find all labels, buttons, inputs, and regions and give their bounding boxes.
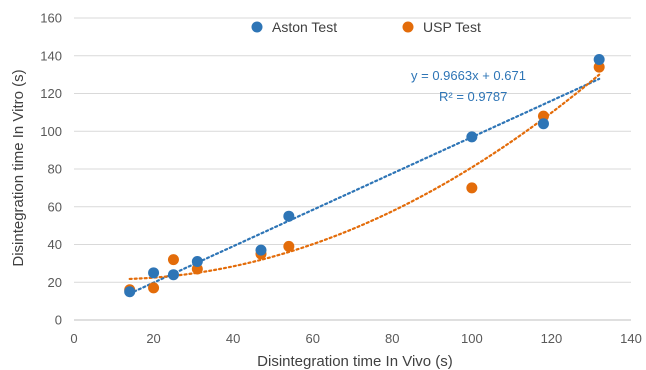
data-point-usp xyxy=(537,110,549,122)
legend: Aston Test USP Test xyxy=(251,19,481,35)
data-point-usp xyxy=(466,182,478,194)
x-tick-label: 60 xyxy=(305,331,319,346)
y-tick-label: 100 xyxy=(40,124,62,139)
legend-label-usp: USP Test xyxy=(423,19,481,35)
trendlines xyxy=(128,73,601,295)
gridlines xyxy=(74,17,631,283)
legend-marker-aston xyxy=(251,21,263,33)
data-point-usp xyxy=(167,254,179,266)
data-point-usp xyxy=(148,282,160,294)
y-axis-title: Disintegration time In Vitro (s) xyxy=(10,69,27,266)
data-points xyxy=(124,54,605,298)
data-point-aston xyxy=(466,131,478,143)
data-point-aston xyxy=(167,269,179,281)
y-tick-label: 0 xyxy=(55,313,62,328)
y-tick-label: 20 xyxy=(48,275,62,290)
y-tick-label: 140 xyxy=(40,48,62,63)
y-tick-label: 40 xyxy=(48,237,62,252)
data-point-aston xyxy=(148,267,160,279)
x-axis: 0 20 40 60 80 100 120 140 xyxy=(70,319,642,346)
x-tick-label: 0 xyxy=(70,331,77,346)
data-point-aston xyxy=(283,210,295,222)
x-tick-label: 80 xyxy=(385,331,399,346)
x-tick-label: 120 xyxy=(541,331,563,346)
trendline-usp xyxy=(128,73,601,281)
x-axis-title: Disintegration time In Vivo (s) xyxy=(257,353,453,370)
data-point-aston xyxy=(124,286,136,298)
x-tick-label: 100 xyxy=(461,331,483,346)
data-point-aston xyxy=(191,255,203,267)
data-point-aston xyxy=(537,118,549,130)
x-tick-label: 20 xyxy=(146,331,160,346)
legend-marker-usp xyxy=(402,21,414,33)
data-point-aston xyxy=(255,244,267,256)
x-tick-label: 40 xyxy=(226,331,240,346)
data-point-usp xyxy=(593,61,605,73)
data-point-aston xyxy=(593,54,605,66)
y-tick-label: 160 xyxy=(40,11,62,26)
data-point-usp xyxy=(283,240,295,252)
y-tick-label: 120 xyxy=(40,86,62,101)
trendline-aston xyxy=(128,77,601,295)
legend-label-aston: Aston Test xyxy=(272,19,337,35)
y-tick-label: 80 xyxy=(48,162,62,177)
y-tick-label: 60 xyxy=(48,199,62,214)
trendline-equation: y = 0.9663x + 0.671 xyxy=(411,68,526,83)
y-axis: 0 20 40 60 80 100 120 140 160 xyxy=(40,11,62,328)
trendline-r-squared: R² = 0.9787 xyxy=(439,89,507,104)
x-tick-label: 140 xyxy=(620,331,642,346)
data-point-usp xyxy=(191,263,203,275)
